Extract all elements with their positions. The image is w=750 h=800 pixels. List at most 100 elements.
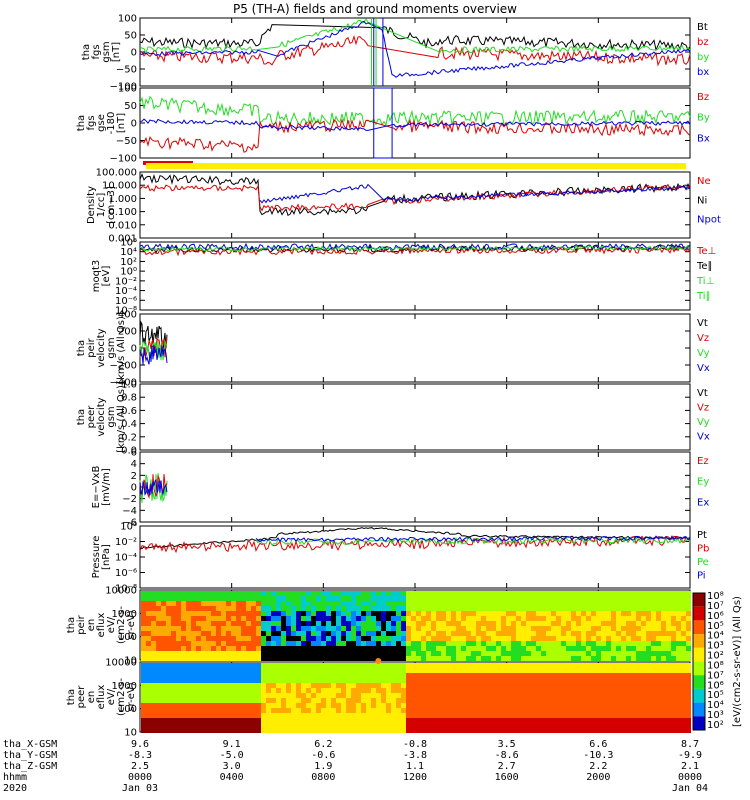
spectro-cell-8 <box>341 601 346 606</box>
spectro-cell-9 <box>571 688 576 693</box>
spectro-cell-8 <box>271 631 276 636</box>
spectro-cell-8 <box>261 601 266 606</box>
xtick-hhmm: 0000 <box>128 772 152 783</box>
spectro-cell-8 <box>401 641 406 646</box>
spectro-cell-8 <box>636 596 641 601</box>
colorbar-tick: 10⁴ <box>707 631 724 642</box>
spectro-cell-8 <box>381 606 386 611</box>
spectro-cell-9 <box>596 683 601 688</box>
colorbar-band <box>693 593 705 607</box>
spectro-cell-9 <box>226 683 231 688</box>
spectro-cell-9 <box>376 668 381 673</box>
spectro-cell-8 <box>506 616 511 621</box>
spectro-cell-9 <box>356 688 361 693</box>
spectro-cell-9 <box>631 703 636 708</box>
spectro-cell-8 <box>371 591 376 596</box>
spectro-cell-9 <box>561 698 566 703</box>
spectro-cell-9 <box>171 718 176 723</box>
spectro-cell-9 <box>141 668 146 673</box>
spectro-cell-9 <box>146 668 151 673</box>
spectro-cell-8 <box>536 646 541 651</box>
spectro-cell-8 <box>411 596 416 601</box>
spectro-cell-9 <box>321 678 326 683</box>
spectro-cell-8 <box>176 651 181 656</box>
spectro-cell-9 <box>601 673 606 678</box>
spectro-cell-9 <box>146 673 151 678</box>
spectro-cell-8 <box>256 591 261 596</box>
spectro-cell-8 <box>181 621 186 626</box>
spectro-cell-8 <box>686 641 691 646</box>
spectro-cell-8 <box>611 636 616 641</box>
spectro-cell-9 <box>541 678 546 683</box>
spectro-cell-8 <box>611 596 616 601</box>
spectro-cell-9 <box>591 708 596 713</box>
spectro-cell-8 <box>296 631 301 636</box>
spectro-cell-9 <box>621 723 626 728</box>
spectro-cell-9 <box>326 688 331 693</box>
spectro-cell-9 <box>146 678 151 683</box>
spectro-cell-8 <box>626 616 631 621</box>
spectro-cell-8 <box>351 591 356 596</box>
spectro-cell-8 <box>486 591 491 596</box>
ytick-label-density: 1.000 <box>108 194 137 205</box>
spectro-cell-8 <box>456 621 461 626</box>
spectro-cell-8 <box>601 601 606 606</box>
spectro-cell-8 <box>461 636 466 641</box>
spectro-cell-9 <box>571 678 576 683</box>
spectro-cell-9 <box>486 693 491 698</box>
spectro-cell-9 <box>476 678 481 683</box>
spectro-cell-8 <box>246 621 251 626</box>
spectro-cell-8 <box>206 626 211 631</box>
legend-peer_vel-Vt: Vt <box>697 388 708 399</box>
spectro-cell-8 <box>656 641 661 646</box>
spectro-cell-9 <box>431 723 436 728</box>
spectro-cell-9 <box>371 683 376 688</box>
spectro-cell-8 <box>566 641 571 646</box>
spectro-cell-9 <box>336 678 341 683</box>
ylabel-peir_eflux: eV/ <box>106 616 117 633</box>
spectro-cell-8 <box>146 621 151 626</box>
spectro-cell-9 <box>161 663 166 668</box>
ephem-X: 3.5 <box>498 739 516 750</box>
spectro-cell-8 <box>421 621 426 626</box>
spectro-cell-8 <box>216 611 221 616</box>
spectro-cell-9 <box>221 728 226 733</box>
spectro-cell-8 <box>306 621 311 626</box>
ytick-label-peir_vel: −200 <box>110 361 137 372</box>
colorbar-tick: 10⁵ <box>707 690 724 701</box>
spectro-cell-8 <box>166 616 171 621</box>
spectro-cell-9 <box>466 698 471 703</box>
spectro-cell-9 <box>141 718 146 723</box>
spectro-cell-9 <box>366 718 371 723</box>
spectro-cell-9 <box>301 718 306 723</box>
spectro-cell-9 <box>236 723 241 728</box>
ylabel-fgs_gse: tha <box>76 115 87 131</box>
spectro-cell-8 <box>496 651 501 656</box>
spectro-cell-8 <box>626 656 631 661</box>
series-by <box>139 18 691 55</box>
spectro-cell-9 <box>641 693 646 698</box>
spectro-cell-9 <box>181 688 186 693</box>
spectro-cell-8 <box>401 636 406 641</box>
spectro-cell-9 <box>476 703 481 708</box>
spectro-cell-9 <box>426 683 431 688</box>
spectro-cell-8 <box>686 656 691 661</box>
spectro-cell-8 <box>426 636 431 641</box>
spectro-cell-9 <box>601 698 606 703</box>
legend-temp-Te∥: Te∥ <box>696 261 713 272</box>
spectro-cell-9 <box>306 668 311 673</box>
legend-peir_vel-Vx: Vx <box>697 363 710 374</box>
spectro-cell-8 <box>481 656 486 661</box>
spectro-cell-9 <box>511 678 516 683</box>
spectro-cell-8 <box>286 626 291 631</box>
spectro-cell-8 <box>676 651 681 656</box>
spectro-cell-8 <box>381 641 386 646</box>
spectro-cell-9 <box>561 688 566 693</box>
spectro-cell-8 <box>461 611 466 616</box>
spectro-cell-8 <box>146 641 151 646</box>
spectro-cell-9 <box>276 688 281 693</box>
spectro-cell-9 <box>236 678 241 683</box>
spectro-cell-9 <box>416 693 421 698</box>
spectro-cell-8 <box>431 606 436 611</box>
spectro-cell-8 <box>446 611 451 616</box>
